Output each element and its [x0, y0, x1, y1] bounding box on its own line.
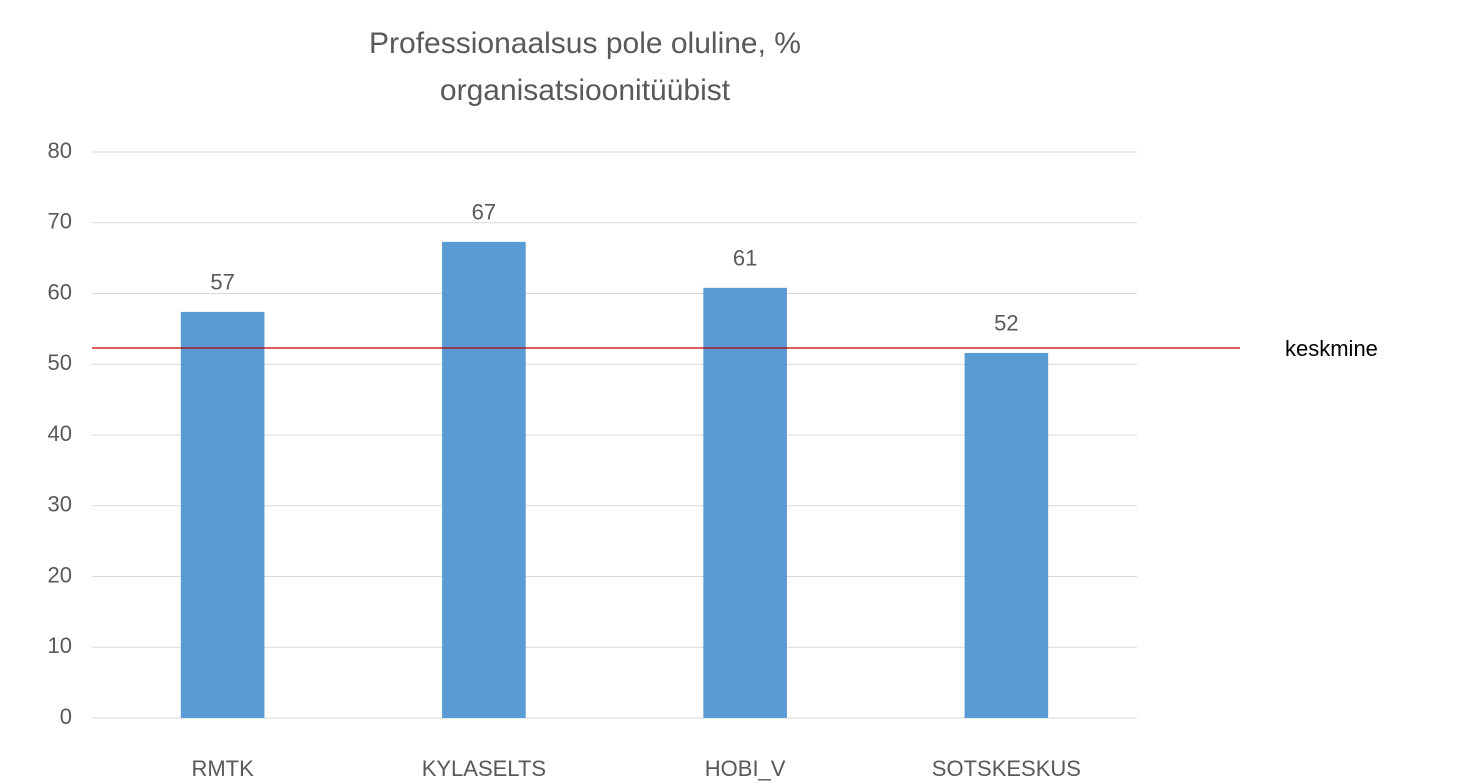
y-tick-label: 70: [48, 209, 72, 234]
y-tick-label: 30: [48, 492, 72, 517]
y-tick-label: 40: [48, 421, 72, 446]
x-tick-label: SOTSKESKUS: [932, 756, 1081, 781]
x-tick-label: RMTK: [191, 756, 254, 781]
bar: [964, 352, 1049, 718]
chart-title: organisatsioonitüübist: [440, 74, 731, 107]
bar: [442, 241, 526, 719]
chart-title: Professionaalsus pole oluline, %: [369, 27, 801, 60]
x-tick-label: KYLASELTS: [422, 756, 546, 781]
x-tick-label: HOBI_V: [705, 756, 786, 781]
bar: [180, 311, 265, 718]
bar: [703, 287, 787, 718]
reference-label: keskmine: [1285, 336, 1378, 361]
y-tick-label: 20: [48, 562, 72, 587]
y-tick-label: 60: [48, 279, 72, 304]
y-tick-label: 0: [60, 704, 72, 729]
value-label: 61: [733, 246, 757, 271]
value-label: 52: [994, 311, 1018, 336]
value-label: 57: [210, 270, 234, 295]
y-tick-label: 10: [48, 633, 72, 658]
y-tick-label: 80: [48, 138, 72, 163]
value-label: 67: [472, 200, 496, 225]
y-tick-label: 50: [48, 350, 72, 375]
